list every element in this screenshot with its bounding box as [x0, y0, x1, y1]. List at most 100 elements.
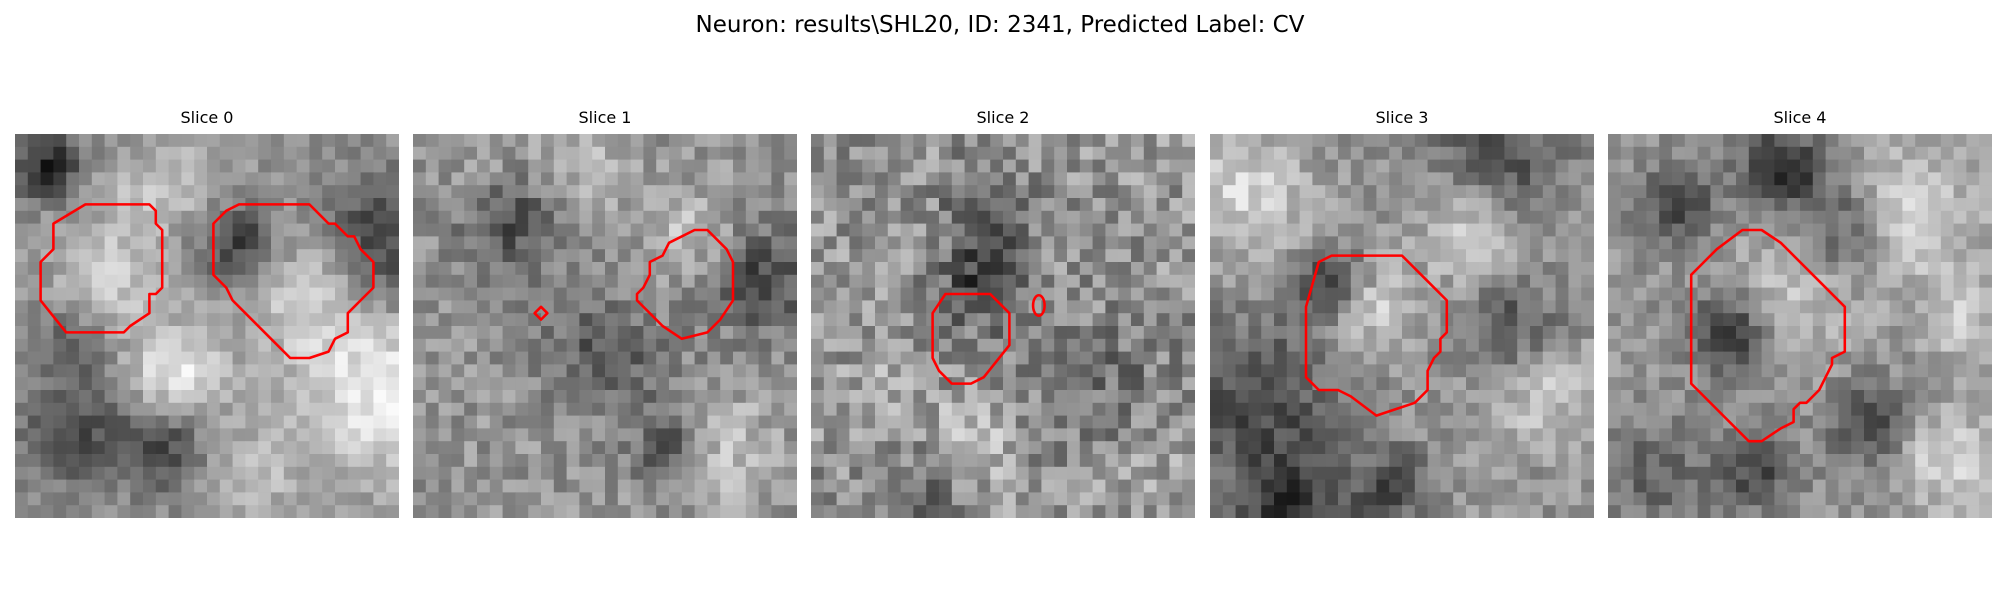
image-pixel — [1838, 351, 1852, 365]
image-pixel — [1568, 428, 1582, 442]
image-pixel — [694, 287, 708, 301]
image-pixel — [1338, 415, 1352, 429]
image-pixel — [464, 134, 478, 148]
image-pixel — [1966, 415, 1980, 429]
image-pixel — [1079, 364, 1094, 378]
image-pixel — [1646, 466, 1660, 481]
image-pixel — [477, 223, 491, 237]
image-pixel — [219, 492, 234, 506]
image-pixel — [1915, 313, 1929, 327]
image-pixel — [1915, 210, 1929, 225]
image-pixel — [40, 505, 54, 518]
image-pixel — [413, 313, 427, 327]
image-pixel — [1118, 402, 1132, 417]
figure-title: Neuron: results\SHL20, ID: 2341, Predict… — [695, 12, 1305, 38]
image-pixel — [1940, 364, 1955, 378]
image-pixel — [1555, 326, 1569, 340]
image-pixel — [502, 274, 516, 289]
image-pixel — [1350, 364, 1365, 378]
image-pixel — [386, 146, 399, 161]
image-pixel — [451, 505, 465, 518]
image-pixel — [1376, 390, 1390, 404]
image-pixel — [360, 210, 374, 225]
image-pixel — [630, 236, 644, 250]
image-pixel — [1555, 415, 1569, 429]
image-pixel — [1156, 185, 1170, 199]
image-pixel — [489, 236, 504, 250]
image-pixel — [1774, 198, 1788, 212]
image-pixel — [1542, 479, 1557, 493]
image-pixel — [1338, 454, 1352, 468]
image-pixel — [1274, 313, 1288, 327]
image-pixel — [977, 159, 991, 173]
image-pixel — [977, 415, 991, 429]
image-pixel — [1427, 454, 1441, 468]
image-pixel — [1222, 146, 1237, 161]
segmentation-contour — [212, 203, 375, 360]
image-pixel — [1646, 210, 1660, 225]
image-pixel — [1659, 428, 1673, 442]
image-pixel — [1067, 185, 1081, 199]
image-pixel — [1979, 262, 1992, 276]
image-pixel — [605, 351, 619, 365]
image-pixel — [502, 262, 516, 276]
image-pixel — [1581, 249, 1594, 263]
image-pixel — [1286, 415, 1301, 429]
image-pixel — [1118, 146, 1132, 161]
image-pixel — [579, 223, 593, 237]
image-pixel — [1105, 172, 1119, 186]
image-pixel — [1748, 134, 1763, 148]
image-pixel — [745, 415, 760, 429]
image-pixel — [541, 415, 555, 429]
image-pixel — [515, 492, 529, 506]
image-pixel — [1774, 287, 1788, 301]
image-pixel — [1876, 172, 1891, 186]
image-pixel — [1427, 441, 1441, 455]
image-pixel — [515, 185, 529, 199]
image-pixel — [1261, 172, 1275, 186]
image-pixel — [489, 454, 504, 468]
image-pixel — [271, 134, 285, 148]
image-pixel — [143, 223, 157, 237]
image-pixel — [1800, 479, 1814, 493]
image-pixel — [168, 185, 182, 199]
image-pixel — [232, 146, 246, 161]
image-pixel — [1235, 402, 1249, 417]
image-pixel — [438, 492, 452, 506]
image-pixel — [1672, 300, 1686, 314]
image-pixel — [1169, 505, 1183, 518]
image-pixel — [438, 326, 452, 340]
image-pixel — [413, 390, 427, 404]
image-pixel — [1581, 454, 1594, 468]
image-pixel — [1659, 274, 1673, 289]
image-pixel — [1697, 415, 1711, 429]
image-pixel — [1736, 415, 1750, 429]
image-pixel — [386, 479, 399, 493]
image-pixel — [1940, 249, 1955, 263]
image-pixel — [502, 134, 516, 148]
slice-title: Slice 3 — [1375, 108, 1429, 127]
image-pixel — [1118, 377, 1132, 391]
image-pixel — [1710, 479, 1724, 493]
image-pixel — [66, 249, 80, 263]
image-pixel — [1182, 313, 1195, 327]
image-pixel — [155, 172, 170, 186]
image-pixel — [1825, 326, 1839, 340]
image-pixel — [232, 223, 246, 237]
image-pixel — [1608, 236, 1622, 250]
image-pixel — [130, 466, 144, 481]
image-pixel — [1684, 198, 1699, 212]
image-pixel — [245, 326, 259, 340]
image-pixel — [1838, 377, 1852, 391]
image-pixel — [951, 338, 966, 353]
image-pixel — [168, 236, 182, 250]
image-pixel — [528, 198, 542, 212]
image-pixel — [515, 262, 529, 276]
image-pixel — [1697, 313, 1711, 327]
image-pixel — [1646, 326, 1660, 340]
image-pixel — [1761, 249, 1775, 263]
image-pixel — [579, 454, 593, 468]
image-pixel — [1568, 172, 1582, 186]
image-pixel — [1210, 402, 1224, 417]
image-pixel — [425, 300, 440, 314]
